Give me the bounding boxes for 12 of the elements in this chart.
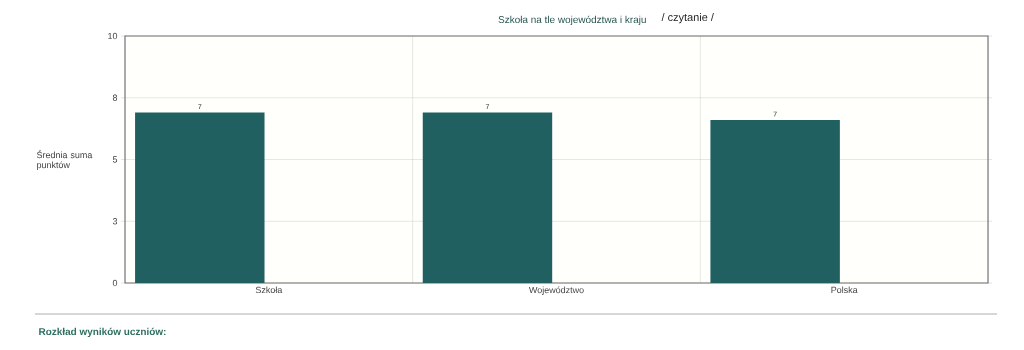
y-tick-label: 0 [112, 279, 118, 287]
y-tick-label: 10 [108, 32, 118, 40]
x-tick-label: Szkoła [255, 286, 283, 294]
x-tick-label: Polska [831, 286, 858, 294]
text: Rozkład wyników uczniów: [39, 327, 166, 338]
chart-subtitle: / czytanie / [661, 13, 714, 24]
y-tick-label: 8 [112, 94, 118, 101]
x-tick-label: Województwo [528, 286, 584, 295]
y-axis-title: Średnia suma punktów [36, 150, 93, 170]
chart-title: Szkoła na tle województwa i kraju [498, 15, 646, 26]
y-tick-label: 5 [112, 156, 118, 163]
y-tick-label: 3 [112, 218, 118, 225]
